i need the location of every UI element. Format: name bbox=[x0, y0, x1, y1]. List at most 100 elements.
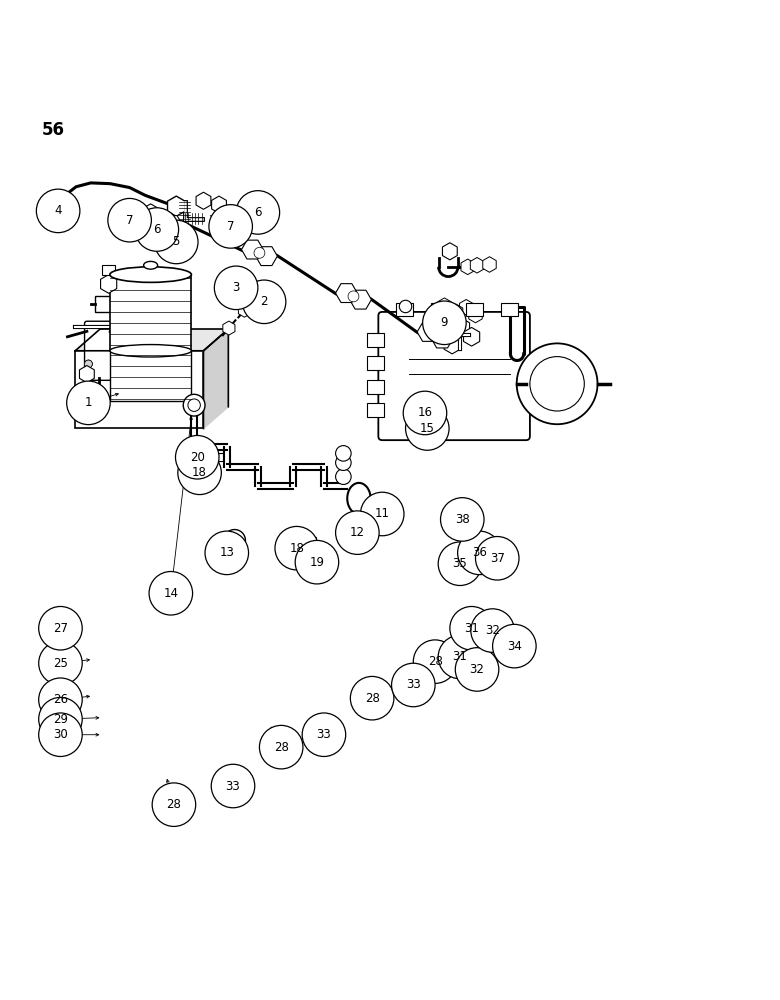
Circle shape bbox=[152, 783, 196, 826]
Circle shape bbox=[438, 542, 482, 585]
Text: 33: 33 bbox=[317, 728, 332, 741]
Circle shape bbox=[176, 435, 219, 479]
FancyBboxPatch shape bbox=[431, 303, 448, 316]
Circle shape bbox=[456, 648, 499, 691]
Text: 56: 56 bbox=[42, 121, 65, 139]
Circle shape bbox=[39, 697, 82, 741]
Text: 31: 31 bbox=[452, 650, 467, 663]
Circle shape bbox=[403, 391, 447, 435]
Text: 36: 36 bbox=[472, 546, 487, 559]
Circle shape bbox=[205, 531, 249, 575]
Circle shape bbox=[84, 391, 92, 399]
FancyBboxPatch shape bbox=[202, 444, 215, 452]
Text: 1: 1 bbox=[85, 396, 92, 409]
Text: 29: 29 bbox=[53, 713, 68, 726]
Circle shape bbox=[215, 266, 258, 310]
Circle shape bbox=[260, 725, 303, 769]
Circle shape bbox=[149, 572, 193, 615]
Circle shape bbox=[254, 247, 265, 258]
Circle shape bbox=[236, 191, 280, 234]
Circle shape bbox=[335, 455, 351, 470]
Circle shape bbox=[441, 498, 484, 541]
FancyBboxPatch shape bbox=[378, 312, 530, 440]
Circle shape bbox=[183, 394, 205, 416]
Text: 4: 4 bbox=[55, 204, 62, 217]
Circle shape bbox=[458, 531, 501, 575]
Text: 32: 32 bbox=[470, 663, 484, 676]
Polygon shape bbox=[75, 329, 229, 351]
Circle shape bbox=[159, 216, 170, 227]
Text: 3: 3 bbox=[232, 281, 239, 294]
Circle shape bbox=[516, 343, 597, 424]
Text: 28: 28 bbox=[427, 655, 442, 668]
Text: 18: 18 bbox=[192, 466, 207, 479]
Circle shape bbox=[335, 469, 351, 484]
Text: 25: 25 bbox=[53, 657, 68, 670]
Text: 27: 27 bbox=[53, 622, 68, 635]
Text: 6: 6 bbox=[254, 206, 261, 219]
Circle shape bbox=[229, 534, 241, 547]
Circle shape bbox=[209, 205, 253, 248]
Text: 28: 28 bbox=[166, 798, 182, 811]
Circle shape bbox=[39, 678, 82, 722]
Text: 38: 38 bbox=[455, 513, 470, 526]
FancyBboxPatch shape bbox=[367, 356, 384, 370]
Circle shape bbox=[399, 300, 412, 313]
Circle shape bbox=[295, 540, 339, 584]
Circle shape bbox=[84, 370, 92, 378]
FancyBboxPatch shape bbox=[292, 537, 316, 547]
Text: 31: 31 bbox=[464, 622, 479, 635]
Circle shape bbox=[108, 198, 151, 242]
Circle shape bbox=[84, 360, 92, 368]
Text: 6: 6 bbox=[153, 223, 161, 236]
FancyBboxPatch shape bbox=[84, 321, 112, 380]
Text: 15: 15 bbox=[420, 422, 434, 435]
Text: 7: 7 bbox=[227, 220, 235, 233]
Circle shape bbox=[423, 301, 466, 345]
Circle shape bbox=[84, 370, 92, 378]
Text: 35: 35 bbox=[452, 557, 467, 570]
Circle shape bbox=[450, 606, 494, 650]
Text: 28: 28 bbox=[274, 741, 289, 754]
Circle shape bbox=[224, 530, 246, 551]
Circle shape bbox=[84, 370, 92, 378]
Circle shape bbox=[302, 713, 346, 756]
FancyBboxPatch shape bbox=[207, 453, 223, 461]
FancyBboxPatch shape bbox=[110, 351, 191, 401]
Text: 32: 32 bbox=[485, 624, 500, 637]
FancyBboxPatch shape bbox=[367, 403, 384, 417]
Circle shape bbox=[211, 764, 255, 808]
FancyBboxPatch shape bbox=[94, 296, 133, 312]
Circle shape bbox=[243, 280, 285, 324]
Ellipse shape bbox=[144, 261, 158, 269]
Text: 18: 18 bbox=[289, 542, 304, 555]
FancyBboxPatch shape bbox=[501, 303, 518, 316]
FancyBboxPatch shape bbox=[367, 333, 384, 347]
FancyBboxPatch shape bbox=[466, 303, 484, 316]
Circle shape bbox=[84, 360, 92, 368]
Circle shape bbox=[37, 189, 80, 233]
Circle shape bbox=[471, 609, 514, 652]
Text: 12: 12 bbox=[350, 526, 365, 539]
Circle shape bbox=[360, 492, 404, 536]
FancyBboxPatch shape bbox=[396, 303, 413, 316]
Circle shape bbox=[348, 291, 359, 302]
Circle shape bbox=[39, 606, 82, 650]
Text: 20: 20 bbox=[190, 451, 204, 464]
Circle shape bbox=[84, 360, 92, 368]
Circle shape bbox=[135, 208, 179, 251]
Text: 2: 2 bbox=[261, 295, 268, 308]
Text: 26: 26 bbox=[53, 693, 68, 706]
Text: 19: 19 bbox=[310, 556, 324, 569]
Ellipse shape bbox=[110, 345, 191, 357]
Text: 30: 30 bbox=[53, 728, 68, 741]
Text: 14: 14 bbox=[163, 587, 179, 600]
Circle shape bbox=[438, 635, 482, 679]
Circle shape bbox=[530, 357, 584, 411]
Circle shape bbox=[275, 526, 318, 570]
Circle shape bbox=[84, 403, 92, 411]
Circle shape bbox=[493, 624, 536, 668]
Text: 34: 34 bbox=[507, 640, 522, 653]
Circle shape bbox=[392, 663, 435, 707]
Text: 7: 7 bbox=[126, 214, 133, 227]
